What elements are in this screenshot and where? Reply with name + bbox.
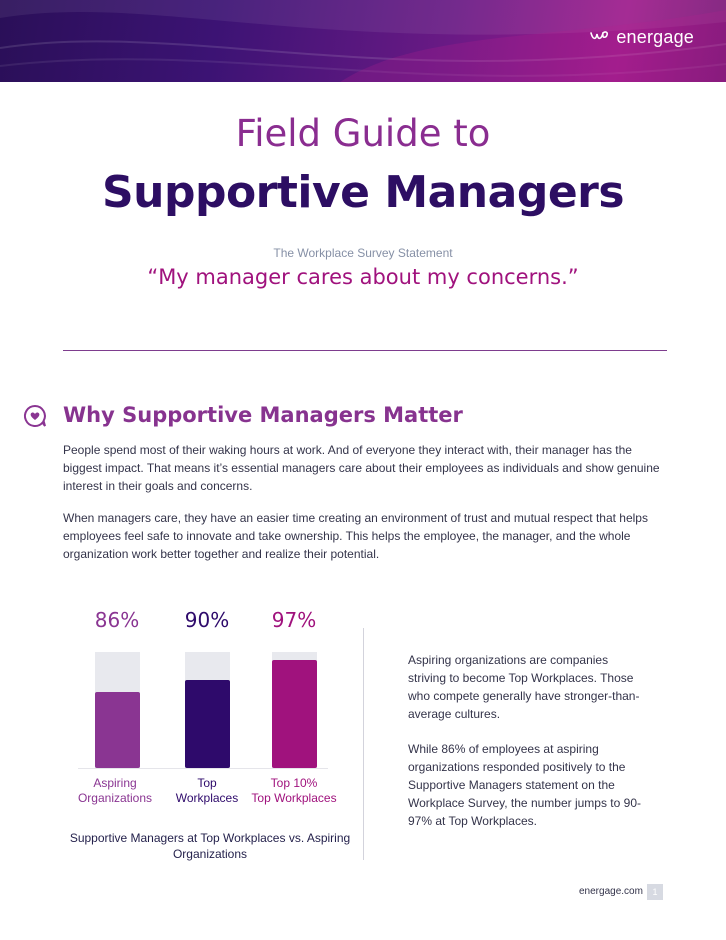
- divider: [63, 350, 667, 351]
- energage-logo-mark-icon: [590, 31, 609, 40]
- column-divider: [363, 628, 364, 860]
- logo-text: energage: [616, 26, 694, 47]
- body-paragraph: When managers care, they have an easier …: [63, 511, 648, 561]
- category-label-top-workplaces: Top Workplaces: [175, 776, 239, 805]
- statement-label: The Workplace Survey Statement: [273, 246, 453, 260]
- page-number: 1: [647, 884, 663, 900]
- heart-speech-bubble-icon: [24, 404, 46, 427]
- category-label-top-10: Top 10% Top Workplaces: [251, 776, 337, 805]
- title-kicker: Field Guide to: [235, 112, 491, 155]
- bar-top-10: [272, 660, 317, 768]
- sidebar-paragraph: Aspiring organizations are companies str…: [408, 653, 640, 721]
- statement-quote: “My manager cares about my concerns.”: [147, 265, 579, 289]
- chart-baseline: [78, 768, 328, 769]
- bar-aspiring: [95, 692, 140, 768]
- bar-track-aspiring: [95, 652, 140, 768]
- bar-top-workplaces: [185, 680, 230, 768]
- header-banner: energage: [0, 0, 726, 82]
- data-label-top-workplaces: 90%: [184, 608, 230, 632]
- sidebar-paragraph: While 86% of employees at aspiring organ…: [408, 742, 641, 828]
- intro-paragraph: People spend most of their waking hours …: [63, 443, 660, 493]
- bar-track-top-workplaces: [185, 652, 230, 768]
- category-label-aspiring: Aspiring Organizations: [77, 776, 153, 805]
- banner-wave-decoration: [0, 0, 726, 82]
- section-heading: Why Supportive Managers Matter: [63, 403, 463, 427]
- page-title: Supportive Managers: [101, 167, 625, 218]
- data-label-aspiring: 86%: [94, 608, 140, 632]
- chart-caption: Supportive Managers at Top Workplaces vs…: [69, 831, 351, 861]
- bar-track-top-10: [272, 652, 317, 768]
- energage-logo: energage: [588, 24, 694, 50]
- data-label-top-10: 97%: [271, 608, 317, 632]
- footer-website: energage.com: [579, 886, 643, 897]
